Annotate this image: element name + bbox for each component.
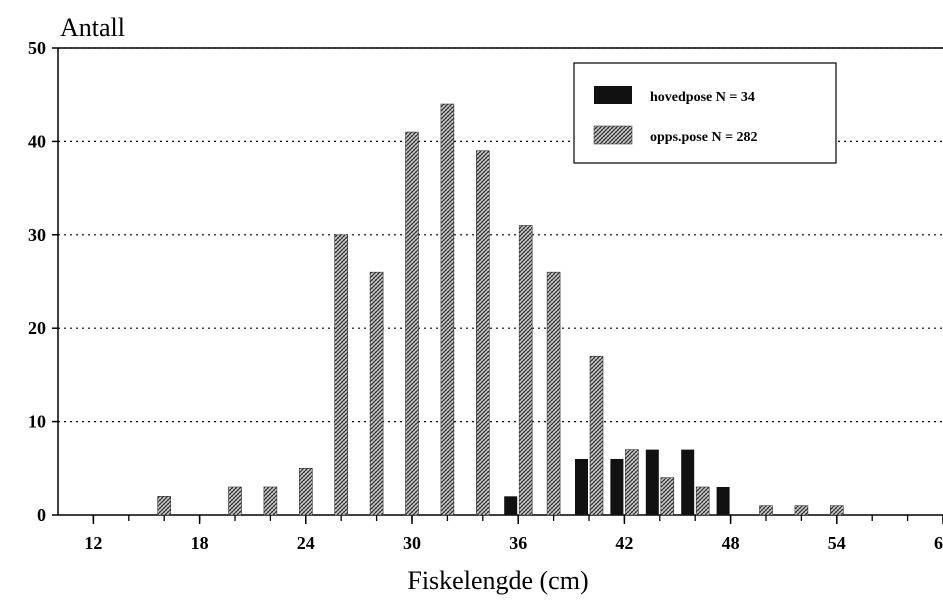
- legend-label-hovedpose: hovedpose N = 34: [650, 90, 755, 105]
- bar-hovedpose: [716, 486, 730, 515]
- x-tick-label: 18: [191, 533, 209, 553]
- x-tick-label: 36: [509, 533, 527, 553]
- axes: 0 10 20 30 40 50 12 18 24 30 36 42 48 54 60: [28, 38, 943, 553]
- bar-opps-pose: [546, 271, 561, 516]
- bar-opps-pose: [263, 486, 278, 516]
- bar-hovedpose: [645, 449, 659, 515]
- y-tick-label: 30: [28, 225, 46, 245]
- x-tick-label: 60: [934, 533, 943, 553]
- bar-opps-pose: [475, 150, 490, 516]
- bar-opps-pose: [759, 505, 773, 516]
- legend-box: [573, 62, 837, 164]
- bar-opps-pose: [625, 449, 639, 516]
- bar-opps-pose: [518, 225, 533, 516]
- bar-hovedpose: [504, 496, 518, 515]
- bar-opps-pose: [298, 467, 313, 516]
- y-tick-label: 50: [28, 38, 46, 58]
- x-tick-label: 24: [297, 533, 315, 553]
- x-tick-label: 48: [722, 533, 740, 553]
- bar-opps-pose: [157, 496, 171, 516]
- bar-opps-pose: [829, 505, 844, 516]
- bar-opps-pose: [369, 271, 384, 516]
- bar-opps-pose: [660, 477, 675, 516]
- bar-opps-pose: [405, 131, 419, 516]
- bar-hovedpose: [575, 458, 588, 515]
- bar-opps-pose: [794, 505, 809, 516]
- x-tick-label: 30: [403, 533, 421, 553]
- y-tick-label: 0: [37, 505, 46, 525]
- legend-swatch-opps-pose: [593, 125, 633, 145]
- bars: [157, 103, 844, 516]
- bar-opps-pose: [334, 234, 349, 516]
- legend-label-opps-pose: opps.pose N = 282: [650, 130, 758, 145]
- y-tick-label: 40: [28, 131, 46, 151]
- x-tick-label: 42: [615, 533, 633, 553]
- legend: hovedpose N = 34 opps.pose N = 282: [573, 62, 837, 164]
- y-tick-label: 10: [28, 412, 46, 432]
- bar-hovedpose: [681, 449, 695, 515]
- bar-opps-pose: [228, 486, 242, 516]
- x-tick-label: 12: [84, 533, 102, 553]
- bar-hovedpose: [610, 458, 624, 515]
- x-tick-label: 54: [828, 533, 846, 553]
- bar-opps-pose: [695, 486, 710, 516]
- bar-opps-pose: [589, 355, 604, 516]
- y-axis-title: Antall: [60, 13, 125, 42]
- legend-swatch-hovedpose: [594, 86, 632, 104]
- x-axis-title: Fiskelengde (cm): [407, 566, 588, 595]
- y-tick-label: 20: [28, 318, 46, 338]
- bar-opps-pose: [440, 103, 455, 516]
